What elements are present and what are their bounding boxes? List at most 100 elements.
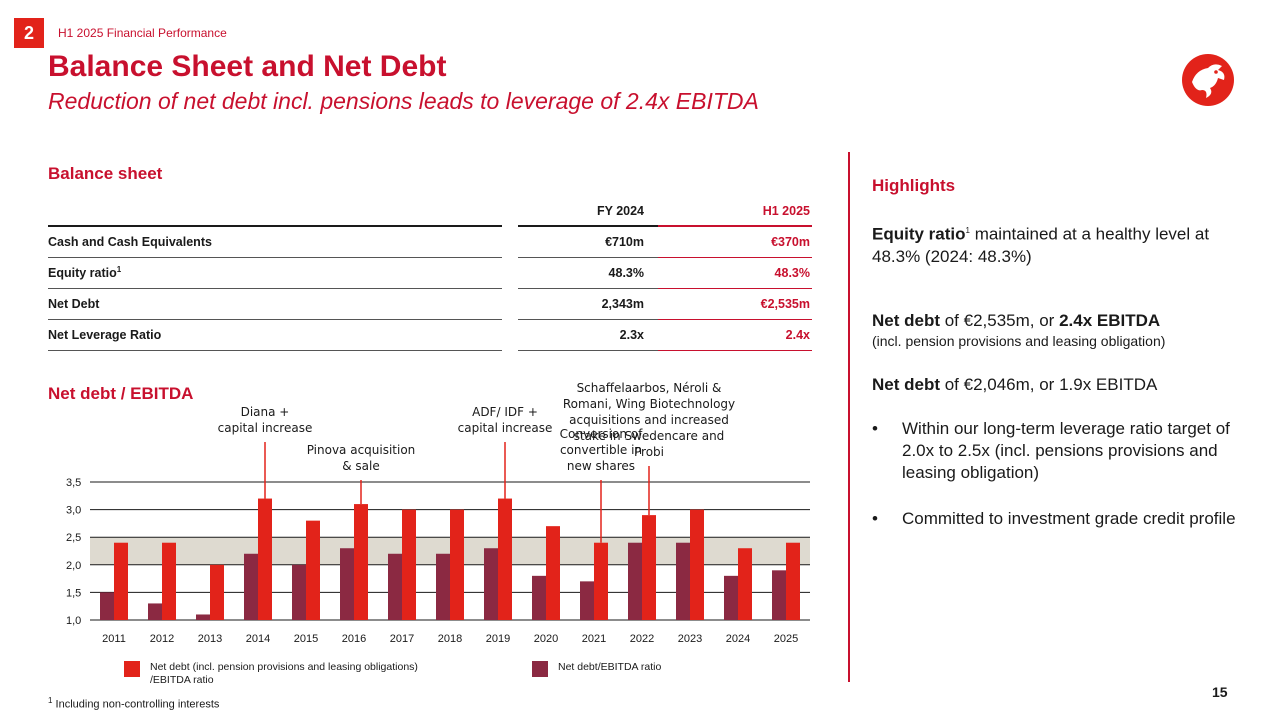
y-tick-label: 2,0: [66, 560, 81, 572]
annotation-line: acquisitions and increased: [569, 413, 729, 427]
bar-net-debt-ratio: [580, 581, 594, 620]
annotation-label: Conversion of convertible in new shares: [560, 427, 643, 473]
x-tick-label: 2025: [774, 633, 798, 645]
bar-net-debt-ratio: [100, 592, 114, 620]
bar-net-debt-incl-pensions-ratio: [258, 498, 272, 620]
x-tick-label: 2012: [150, 633, 174, 645]
x-tick-label: 2011: [102, 633, 126, 645]
column-header-fy2024: FY 2024: [518, 196, 658, 227]
y-tick-label: 3,5: [66, 477, 81, 489]
annotation-line: Conversion of: [560, 427, 643, 441]
bar-net-debt-incl-pensions-ratio: [594, 542, 608, 620]
bar-net-debt-ratio: [244, 553, 258, 620]
legend-label: Net debt/EBITDA ratio: [558, 661, 662, 673]
x-tick-label: 2021: [582, 633, 606, 645]
bar-net-debt-incl-pensions-ratio: [210, 564, 224, 620]
list-item: • Committed to investment grade credit p…: [872, 509, 1236, 528]
x-tick-label: 2017: [390, 633, 414, 645]
column-header-h12025: H1 2025: [658, 196, 812, 227]
page-title: Balance Sheet and Net Debt: [48, 50, 447, 83]
bullet-icon: •: [872, 509, 878, 528]
cell-h12025: 2.4x: [658, 320, 812, 351]
table-row: Net Leverage Ratio 2.3x 2.4x: [48, 320, 812, 351]
annotation-line: capital increase: [458, 421, 553, 435]
x-tick-label: 2020: [534, 633, 558, 645]
x-tick-label: 2015: [294, 633, 318, 645]
bar-net-debt-incl-pensions-ratio: [354, 504, 368, 620]
section-label: H1 2025 Financial Performance: [58, 26, 227, 40]
legend-swatch: [532, 661, 548, 677]
bar-net-debt-ratio: [676, 542, 690, 620]
cell-fy2024: 48.3%: [518, 258, 658, 289]
bar-net-debt-incl-pensions-ratio: [402, 509, 416, 620]
annotation-line: Pinova acquisition: [307, 443, 416, 457]
bar-net-debt-incl-pensions-ratio: [450, 509, 464, 620]
x-tick-label: 2023: [678, 633, 702, 645]
list-item: • Within our long-term leverage ratio ta…: [872, 419, 1230, 482]
annotation-label: Diana + capital increase: [218, 405, 313, 435]
annotation-line: new shares: [567, 459, 635, 473]
annotation-line: Diana +: [241, 405, 290, 419]
x-tick-label: 2014: [246, 633, 270, 645]
bar-net-debt-ratio: [196, 614, 210, 620]
chart-title: Net debt / EBITDA: [48, 384, 194, 403]
annotation-line: Romani, Wing Biotechnology: [563, 397, 735, 411]
y-tick-label: 1,5: [66, 587, 81, 599]
annotation-label: Schaffelaarbos, Néroli & Romani, Wing Bio…: [563, 381, 735, 459]
row-label: Net Leverage Ratio: [48, 328, 162, 342]
x-tick-label: 2018: [438, 633, 462, 645]
bar-net-debt-ratio: [532, 575, 546, 620]
bar-net-debt-ratio: [292, 564, 306, 620]
y-tick-label: 3,0: [66, 505, 81, 517]
cell-fy2024: 2.3x: [518, 320, 658, 351]
annotation-line: & sale: [342, 459, 380, 473]
legend-label: Net debt (incl. pension provisions and l…: [150, 661, 418, 686]
table-row: Equity ratio1 48.3% 48.3%: [48, 258, 812, 289]
annotation-line: capital increase: [218, 421, 313, 435]
highlight-net-debt: Net debt of €2,046m, or 1.9x EBITDA: [872, 375, 1158, 394]
bar-net-debt-incl-pensions-ratio: [306, 520, 320, 620]
vertical-divider: [848, 152, 850, 682]
legend-item-net-debt-ratio: Net debt/EBITDA ratio: [532, 661, 661, 677]
highlight-equity-ratio: Equity ratio1 maintained at a healthy le…: [872, 224, 1210, 266]
annotation-line: ADF/ IDF +: [472, 405, 538, 419]
bar-net-debt-ratio: [628, 542, 642, 620]
bar-net-debt-incl-pensions-ratio: [786, 542, 800, 620]
annotation-label: ADF/ IDF + capital increase: [458, 405, 553, 435]
footnote-marker: 1: [116, 265, 122, 275]
bar-net-debt-ratio: [724, 575, 738, 620]
cell-h12025: €370m: [658, 227, 812, 258]
company-logo-icon: [1182, 54, 1234, 106]
page-subtitle: Reduction of net debt incl. pensions lea…: [48, 88, 759, 114]
row-label: Equity ratio: [48, 266, 117, 281]
legend-swatch: [124, 661, 140, 677]
bar-net-debt-incl-pensions-ratio: [738, 548, 752, 620]
bar-net-debt-incl-pensions-ratio: [546, 526, 560, 620]
annotation-line: Schaffelaarbos, Néroli &: [577, 381, 722, 395]
bar-net-debt-incl-pensions-ratio: [162, 542, 176, 620]
footnote: 1 Including non-controlling interests: [48, 696, 220, 711]
balance-sheet-table: FY 2024 H1 2025 Cash and Cash Equivalent…: [48, 196, 812, 351]
x-tick-label: 2019: [486, 633, 510, 645]
net-debt-ebitda-chart: 1,0 1,5 2,0 2,5 3,0 3,5 2011 2012 2013 2014 2015 20…: [66, 381, 810, 645]
bar-net-debt-incl-pensions-ratio: [498, 498, 512, 620]
balance-sheet-heading: Balance sheet: [48, 164, 163, 183]
bar-net-debt-ratio: [148, 603, 162, 620]
highlights-heading: Highlights: [872, 176, 956, 195]
annotation-line: Probi: [634, 445, 664, 459]
page-number: 15: [1212, 684, 1228, 700]
cell-fy2024: 2,343m: [518, 289, 658, 320]
legend-item-net-debt-incl-pensions: Net debt (incl. pension provisions and l…: [124, 661, 418, 687]
x-tick-label: 2016: [342, 633, 366, 645]
bar-net-debt-ratio: [484, 548, 498, 620]
section-number-badge: 2: [14, 18, 44, 48]
bar-net-debt-incl-pensions-ratio: [642, 515, 656, 620]
highlight-net-debt-incl-pensions: Net debt of €2,535m, or 2.4x EBITDA (inc…: [872, 311, 1166, 349]
bullet-icon: •: [872, 419, 878, 438]
bar-net-debt-ratio: [340, 548, 354, 620]
x-tick-label: 2024: [726, 633, 750, 645]
row-label: Cash and Cash Equivalents: [48, 235, 212, 249]
y-tick-label: 1,0: [66, 615, 81, 627]
bar-net-debt-ratio: [388, 553, 402, 620]
x-tick-label: 2013: [198, 633, 222, 645]
